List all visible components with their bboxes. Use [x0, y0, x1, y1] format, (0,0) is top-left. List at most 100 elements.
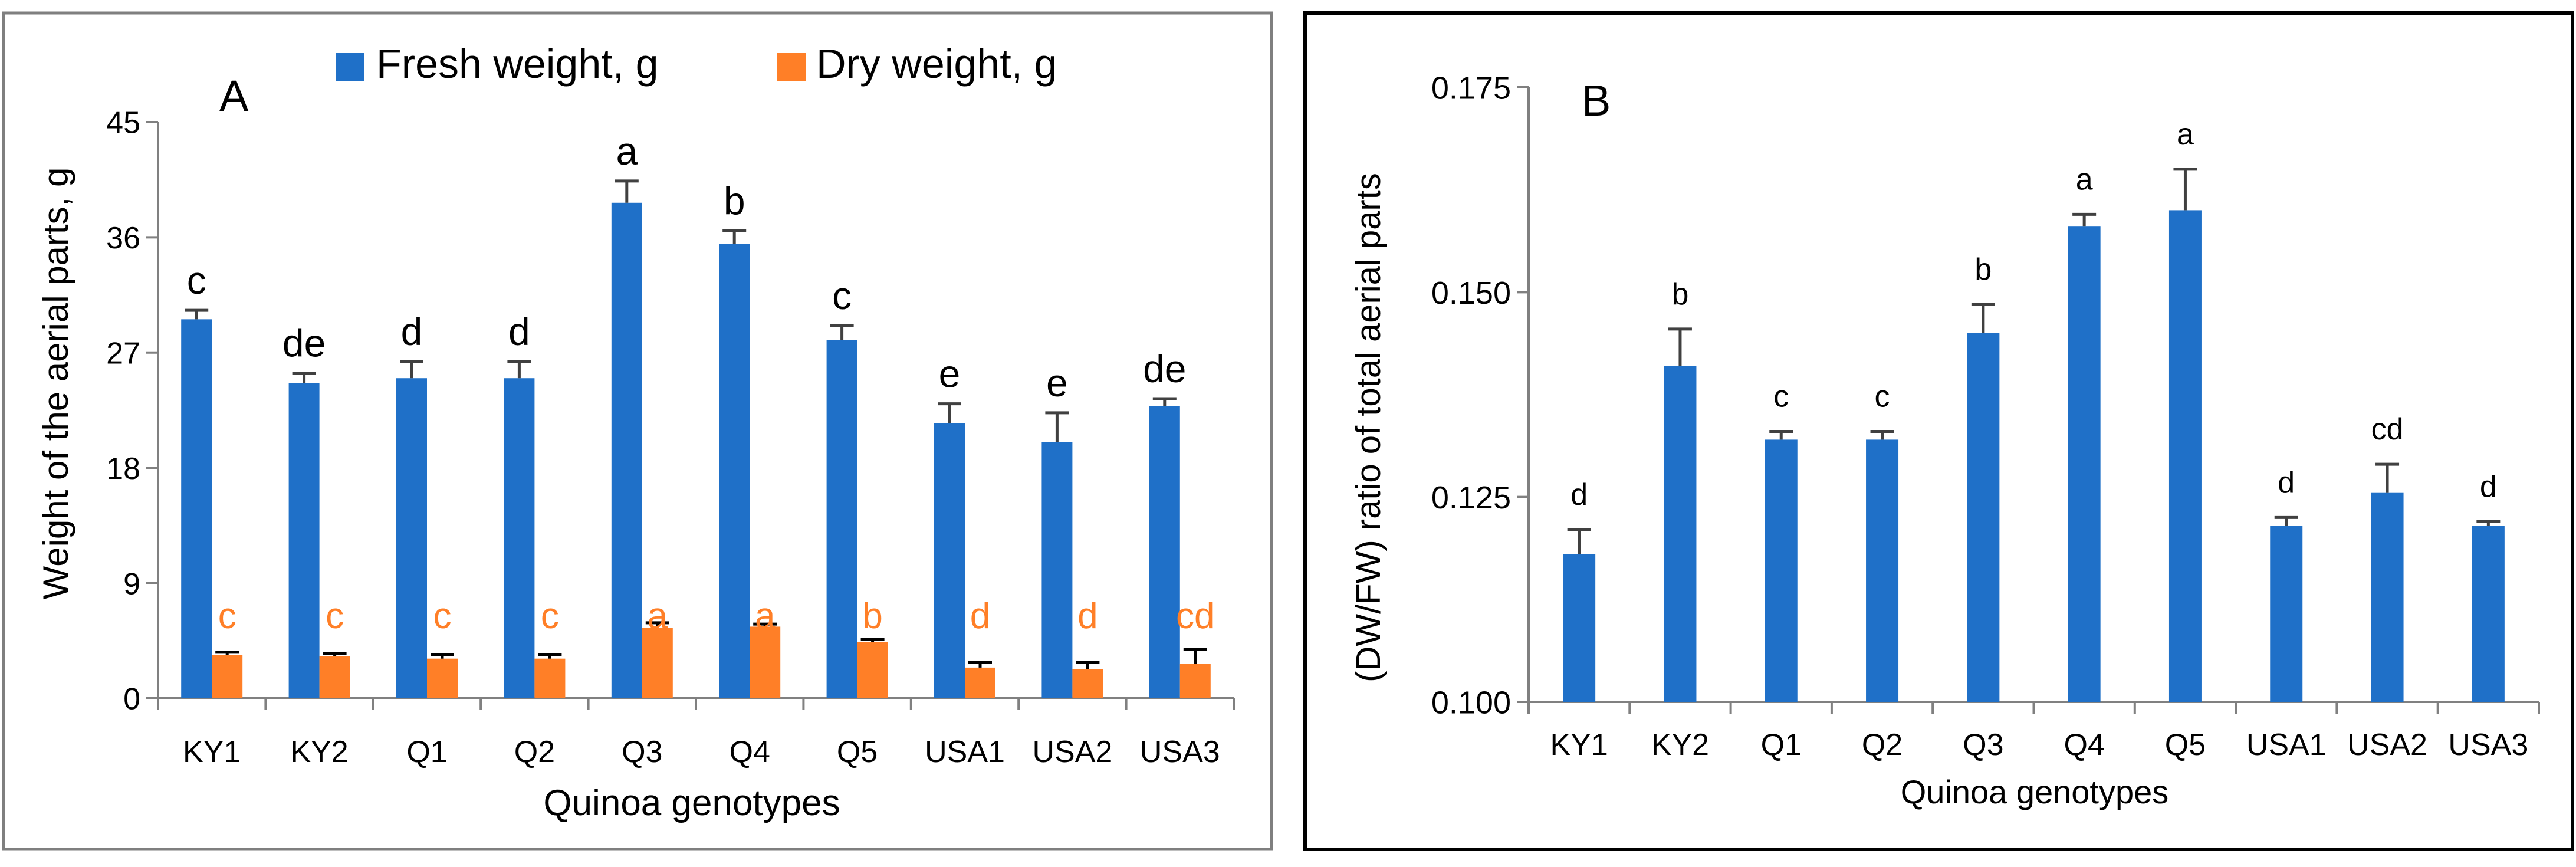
legend-dry-swatch	[777, 53, 806, 81]
x-category-label: KY2	[290, 735, 348, 769]
x-category-label: USA3	[1140, 735, 1220, 769]
bar	[2472, 526, 2505, 702]
bar	[2371, 492, 2404, 702]
panel-b-y-axis-title: (DW/FW) ratio of total aerial parts	[1349, 173, 1388, 682]
x-category-label: Q5	[2165, 728, 2206, 762]
panel-b-plot-area: 0.100 0.125 0.150 0.175 KY1 KY2 Q1 Q2 Q3 Q4 Q5 USA1…	[1431, 70, 2540, 762]
x-category-label: USA2	[1032, 735, 1112, 769]
significance-letter: a	[2076, 162, 2093, 196]
significance-letter: e	[939, 352, 961, 396]
y-tick-label: 0.100	[1431, 685, 1511, 720]
significance-letter: b	[862, 596, 882, 636]
panel-b-label: B	[1582, 76, 1611, 125]
significance-letter: de	[282, 321, 326, 365]
significance-letter: d	[2278, 465, 2295, 500]
panel-a-x-axis-title: Quinoa genotypes	[543, 783, 840, 823]
x-category-label: KY1	[183, 735, 241, 769]
significance-letter: a	[2177, 117, 2194, 152]
legend-dry-label: Dry weight, g	[816, 41, 1057, 87]
panel-a-legend: Fresh weight, g Dry weight, g	[336, 41, 1057, 87]
y-tick-label: 0.150	[1431, 275, 1511, 311]
x-category-label: Q1	[406, 735, 447, 769]
significance-letter: c	[218, 596, 236, 636]
bar	[1967, 333, 2000, 702]
bar	[1866, 439, 1899, 702]
bar	[1563, 554, 1596, 702]
y-tick-label: 36	[106, 221, 140, 255]
y-tick-label: 0.125	[1431, 480, 1511, 515]
bar	[750, 626, 781, 698]
significance-letter: c	[187, 258, 206, 302]
y-tick-label: 27	[106, 337, 140, 371]
x-category-label: Q3	[1963, 728, 2003, 762]
significance-letter: d	[401, 310, 423, 353]
bar	[534, 658, 566, 698]
bar	[1664, 366, 1697, 702]
bar	[288, 383, 320, 698]
significance-letter: de	[1143, 347, 1186, 390]
panel-b-frame	[1303, 11, 2574, 851]
significance-letter: a	[755, 596, 776, 636]
x-category-label: Q3	[622, 735, 662, 769]
significance-letter: d	[2480, 469, 2497, 504]
significance-letter: c	[1773, 380, 1789, 414]
significance-letter: c	[326, 596, 344, 636]
x-category-label: Q1	[1761, 728, 1802, 762]
x-category-label: KY2	[1651, 728, 1709, 762]
bar	[1041, 442, 1073, 698]
legend-fresh-swatch	[336, 53, 364, 81]
bar	[427, 658, 458, 698]
significance-letter: c	[832, 274, 852, 317]
y-tick-label: 9	[123, 567, 140, 601]
bar	[504, 378, 535, 698]
bar	[826, 340, 857, 698]
significance-letter: b	[1974, 252, 1992, 287]
significance-letter: cd	[1176, 596, 1214, 636]
bar	[611, 202, 642, 698]
bar	[181, 319, 212, 698]
y-tick-label: 45	[106, 106, 140, 140]
panel-a: Fresh weight, g Dry weight, g A Weight o…	[36, 41, 1235, 823]
bar	[319, 656, 350, 698]
y-tick-label: 0	[123, 682, 140, 717]
panel-b-x-axis-title: Quinoa genotypes	[1901, 773, 2169, 810]
significance-letter: d	[508, 310, 530, 353]
bar	[2270, 526, 2303, 702]
bar	[1179, 664, 1211, 698]
bar	[857, 642, 888, 698]
bar	[2068, 226, 2101, 702]
bar	[2168, 210, 2202, 702]
y-tick-label: 0.175	[1431, 70, 1511, 106]
significance-letter: d	[970, 596, 990, 636]
significance-letter: e	[1046, 361, 1068, 405]
x-category-label: USA1	[925, 735, 1005, 769]
significance-letter: b	[1671, 277, 1688, 311]
x-category-label: Q4	[730, 735, 770, 769]
significance-letter: b	[724, 179, 745, 223]
bar	[934, 423, 965, 698]
bar	[965, 667, 995, 698]
legend-fresh-label: Fresh weight, g	[376, 41, 659, 87]
significance-letter: a	[616, 129, 638, 173]
x-category-label: USA1	[2246, 728, 2327, 762]
x-category-label: Q2	[1862, 728, 1903, 762]
bar	[212, 655, 243, 698]
significance-letter: d	[1077, 596, 1098, 636]
panel-a-label: A	[219, 71, 249, 120]
x-category-label: USA3	[2448, 728, 2528, 762]
significance-letter: a	[648, 596, 668, 636]
bar	[396, 378, 427, 698]
bar	[1149, 406, 1180, 698]
significance-letter: cd	[2371, 412, 2404, 446]
y-tick-label: 18	[106, 452, 140, 486]
x-category-label: Q4	[2064, 728, 2104, 762]
x-category-label: Q2	[514, 735, 555, 769]
bar	[642, 628, 673, 698]
bar	[719, 244, 750, 698]
significance-letter: d	[1570, 478, 1588, 512]
panel-a-y-axis-title: Weight of the aerial parts, g	[36, 168, 75, 600]
significance-letter: c	[1875, 380, 1890, 414]
bar	[1072, 669, 1103, 698]
